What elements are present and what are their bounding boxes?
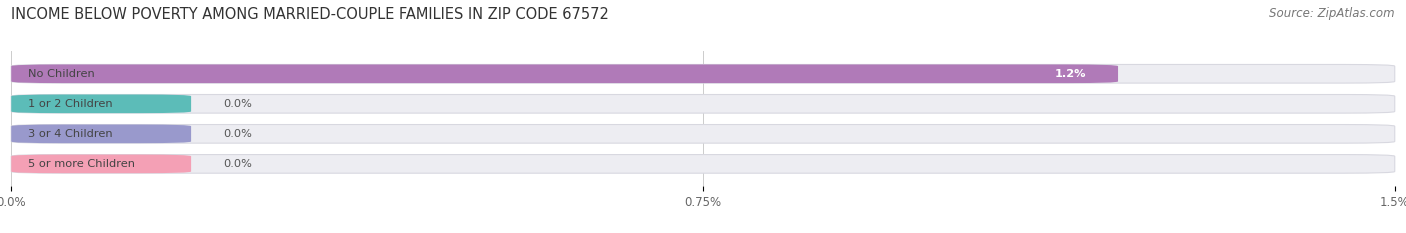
Text: 5 or more Children: 5 or more Children: [28, 159, 135, 169]
FancyBboxPatch shape: [11, 154, 191, 173]
FancyBboxPatch shape: [11, 95, 191, 113]
Text: 1 or 2 Children: 1 or 2 Children: [28, 99, 112, 109]
FancyBboxPatch shape: [11, 124, 191, 143]
Text: INCOME BELOW POVERTY AMONG MARRIED-COUPLE FAMILIES IN ZIP CODE 67572: INCOME BELOW POVERTY AMONG MARRIED-COUPL…: [11, 7, 609, 22]
FancyBboxPatch shape: [11, 95, 1395, 113]
Text: 1.2%: 1.2%: [1054, 69, 1085, 79]
Text: 0.0%: 0.0%: [224, 159, 252, 169]
Text: Source: ZipAtlas.com: Source: ZipAtlas.com: [1270, 7, 1395, 20]
Text: No Children: No Children: [28, 69, 94, 79]
FancyBboxPatch shape: [11, 65, 1395, 83]
Text: 0.0%: 0.0%: [224, 129, 252, 139]
Text: 3 or 4 Children: 3 or 4 Children: [28, 129, 112, 139]
FancyBboxPatch shape: [11, 65, 1118, 83]
Text: 0.0%: 0.0%: [224, 99, 252, 109]
FancyBboxPatch shape: [11, 124, 1395, 143]
FancyBboxPatch shape: [11, 154, 1395, 173]
